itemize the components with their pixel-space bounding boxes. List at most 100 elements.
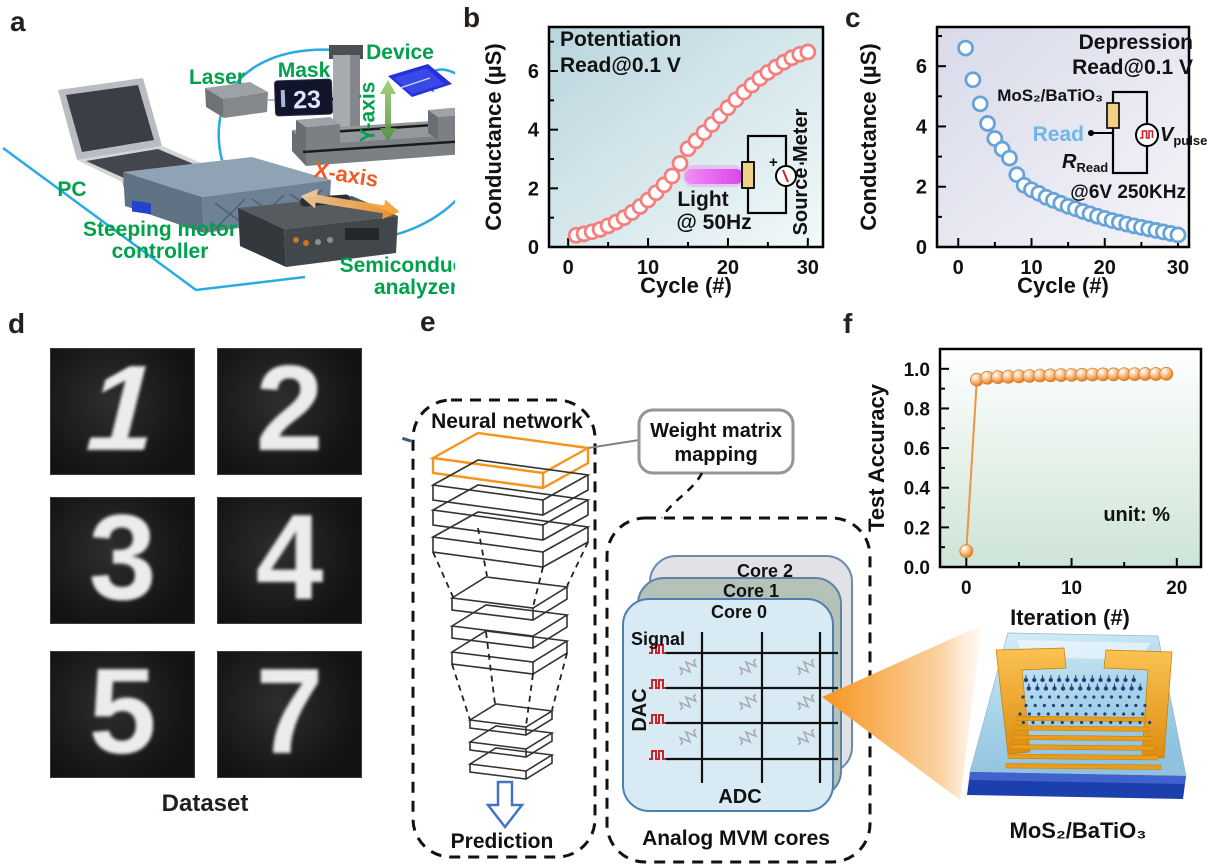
- mnist-digit-4: 4: [217, 497, 362, 624]
- y-axis-title: Conductance (µS): [481, 43, 506, 230]
- mnist-digit-5: 5: [50, 651, 195, 778]
- dac-label: DAC: [629, 688, 651, 731]
- x-tick-label: 0: [953, 257, 964, 279]
- y-tick-label: 0: [528, 237, 539, 259]
- y-tick-label: 0.8: [904, 399, 930, 420]
- pulse-input-icon: [649, 679, 666, 689]
- memristor-icon: [738, 728, 758, 746]
- analyzer-label-1: Semiconductor: [340, 254, 455, 277]
- translation-stage: [292, 45, 455, 166]
- mnist-digit-2: 2: [217, 348, 362, 475]
- x-axis-title: Cycle (#): [640, 273, 732, 298]
- memristor-icon: [678, 693, 698, 711]
- core-1-label: Core 1: [723, 581, 779, 601]
- y-axis-title: Test Accuracy: [864, 383, 889, 532]
- nn-mvm-schematic: Neural network Prediction Weight matrix …: [400, 398, 872, 864]
- weight-label-1: Weight matrix: [650, 420, 782, 442]
- y-tick-label: 2: [528, 178, 539, 200]
- device-label: Device: [366, 41, 434, 64]
- dataset-link-dashes: [400, 435, 415, 444]
- mask-display: 23: [293, 86, 322, 115]
- mnist-digit-1: 1: [50, 348, 195, 475]
- data-points: [959, 366, 1174, 558]
- y-tick-label: 0: [916, 237, 927, 259]
- f-accuracy-plot: 0 10 20 0.0 0.2 0.4 0.6 0.8 1.0 unit: % Iteration …: [864, 347, 1203, 630]
- weight-label-2: mapping: [674, 444, 757, 466]
- x-tick-label: 20: [717, 257, 739, 279]
- x-tick-label: 10: [1020, 257, 1042, 279]
- axis-ticks: 0 10 20 30 0 2 4 6: [528, 40, 819, 279]
- panel-letter-d: d: [8, 308, 26, 339]
- core-2-label: Core 2: [737, 561, 793, 581]
- y-tick-label: 6: [916, 56, 927, 78]
- memristor-icon: [796, 693, 816, 711]
- memristor-icon: [738, 693, 758, 711]
- weight-to-mvm-dash: [660, 472, 704, 519]
- core-0-label: Core 0: [711, 602, 767, 622]
- y-tick-label: 2: [916, 177, 927, 199]
- pulse-input-icon: [649, 714, 666, 724]
- y-tick-label: 0.2: [904, 518, 930, 539]
- memristor-icon: [678, 658, 698, 676]
- pc-label: PC: [57, 178, 86, 201]
- unit-annotation: unit: %: [1103, 504, 1170, 526]
- y-axis-title: Conductance (µS): [856, 43, 881, 230]
- mvm-caption: Analog MVM cores: [642, 827, 830, 850]
- depression-chart: 0 10 20 30 0 2 4 6 Depression Read@0.1 V Cycle (#)…: [840, 0, 1209, 300]
- panel-letter-c: c: [845, 2, 861, 33]
- x-axis-title: Iteration (#): [1010, 605, 1130, 630]
- x-tick-label: 10: [637, 257, 659, 279]
- panel-letter-f: f: [843, 308, 853, 339]
- prediction-label: Prediction: [451, 830, 554, 853]
- mask-panel: 23: [274, 78, 355, 117]
- x-tick-label: 0: [961, 578, 972, 599]
- motor-label-2: controller: [112, 240, 209, 263]
- signal-label: Signal: [631, 629, 685, 649]
- x-tick-label: 0: [563, 257, 574, 279]
- mask-label: Mask: [278, 59, 331, 82]
- memristor-icon: [678, 728, 698, 746]
- chip-3d: [967, 632, 1187, 799]
- crossbar-array: [649, 632, 838, 783]
- laser-box: [205, 82, 268, 118]
- memristor-icon: [796, 728, 816, 746]
- device-material-label: MoS₂/BaTiO₃: [1010, 818, 1147, 843]
- y-tick-label: 6: [528, 61, 539, 83]
- y-tick-label: 0.4: [904, 479, 931, 500]
- b-potentiation-plot: 0 10 20 30 0 2 4 6 Potentiation Read@0.1 V Cycle (…: [481, 25, 825, 298]
- adc-label: ADC: [718, 786, 761, 808]
- x-axis-arrow: [300, 188, 400, 220]
- x-tick-label: 20: [1166, 578, 1187, 599]
- x-tick-label: 20: [1094, 257, 1116, 279]
- x-tick-label: 10: [1061, 578, 1082, 599]
- panel-letter-b: b: [463, 2, 481, 33]
- digit-glyph: 4: [255, 497, 324, 624]
- x-tick-label: 30: [1167, 257, 1189, 279]
- y-axis-label: Y-axis: [357, 82, 380, 143]
- x-tick-label: 30: [797, 257, 819, 279]
- data-points: [567, 43, 817, 244]
- laser-label: Laser: [189, 66, 245, 89]
- weight-connector: [587, 439, 640, 449]
- y-tick-label: 4: [916, 116, 928, 138]
- motor-label-1: Steeping motor: [83, 218, 237, 241]
- panel-letter-a: a: [10, 6, 26, 37]
- digit-glyph: 5: [88, 651, 157, 778]
- x-axis-title: Cycle (#): [1017, 273, 1109, 298]
- panel-letter-e: e: [420, 306, 436, 337]
- analyzer-label-2: analyzer: [374, 276, 455, 299]
- data-points: [957, 39, 1187, 244]
- y-tick-label: 0.6: [904, 439, 930, 460]
- y-tick-label: 1.0: [904, 360, 930, 381]
- chart-title-line: Depression: [1079, 31, 1193, 54]
- sample-device: [388, 64, 452, 97]
- nn-layer-stack: [429, 431, 592, 780]
- prediction-arrow: [485, 780, 525, 830]
- mnist-digit-7: 7: [217, 651, 362, 778]
- accuracy-chart: 0 10 20 0.0 0.2 0.4 0.6 0.8 1.0 unit: % Iteration …: [830, 305, 1209, 645]
- potentiation-chart: 0 10 20 30 0 2 4 6 Potentiation Read@0.1 V Cycle (…: [455, 0, 840, 300]
- memristor-icon: [738, 658, 758, 676]
- nn-funnel-lines: [432, 527, 589, 727]
